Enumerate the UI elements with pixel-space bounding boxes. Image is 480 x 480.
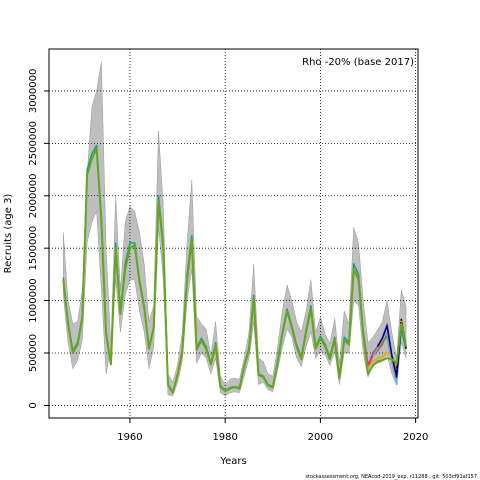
legend-label: Rho -20% (base 2017) — [302, 57, 414, 68]
x-axis: 1960 1980 2000 2020 — [117, 417, 428, 443]
x-tick-label: 2000 — [308, 432, 333, 443]
y-tick-label: 3000000 — [28, 69, 39, 114]
y-tick-label: 2000000 — [28, 174, 39, 219]
confidence-band-layer — [63, 61, 407, 397]
y-tick-label: 500000 — [28, 334, 39, 372]
x-tick-label: 1960 — [117, 432, 142, 443]
confidence-band — [63, 61, 407, 397]
footer-source-text: stockassessment.org, NEAcod-2019_exp, r1… — [305, 474, 477, 480]
y-tick-label: 0 — [28, 402, 39, 408]
y-axis: 0 500000 1000000 1500000 2000000 2500000 30000… — [28, 69, 50, 409]
y-axis-title: Recruits (age 3) — [3, 194, 14, 274]
y-tick-label: 1000000 — [28, 278, 39, 323]
series-layer — [62, 144, 408, 394]
y-tick-label: 1500000 — [28, 226, 39, 271]
y-tick-label: 2500000 — [28, 121, 39, 166]
x-tick-label: 2020 — [403, 432, 428, 443]
x-axis-title: Years — [219, 456, 246, 467]
x-tick-label: 1980 — [212, 432, 237, 443]
series-line-9 — [62, 147, 408, 394]
